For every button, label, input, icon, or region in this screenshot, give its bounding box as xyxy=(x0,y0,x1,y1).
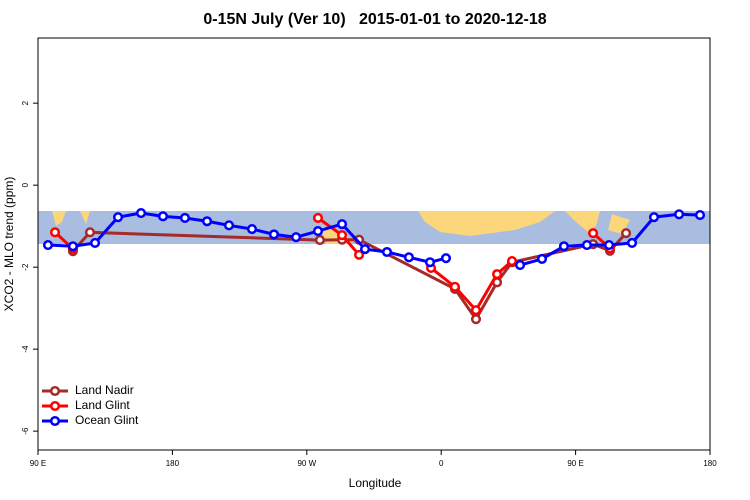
y-tick-label: -4 xyxy=(21,345,30,353)
map-strip xyxy=(38,211,710,244)
point xyxy=(135,207,147,219)
plot-frame xyxy=(37,37,711,451)
y-tick-label: 2 xyxy=(21,100,30,105)
point xyxy=(626,237,638,249)
point xyxy=(246,223,258,235)
point xyxy=(359,244,371,255)
legend-marker xyxy=(49,400,61,412)
x-tick-label: 180 xyxy=(166,459,180,468)
y-tick-label: 0 xyxy=(21,182,30,187)
point xyxy=(49,227,61,238)
point xyxy=(157,211,169,222)
legend-label: Land Nadir xyxy=(75,383,134,397)
point xyxy=(201,216,213,227)
point xyxy=(42,239,54,251)
point xyxy=(179,212,190,224)
point xyxy=(336,219,348,230)
point xyxy=(514,260,526,271)
point xyxy=(449,281,460,292)
point xyxy=(268,229,279,240)
chart-title: 0-15N July (Ver 10) 2015-01-01 to 2020-1… xyxy=(203,11,546,28)
point xyxy=(354,249,365,260)
point xyxy=(112,212,124,223)
legend-label: Ocean Glint xyxy=(75,413,139,427)
point xyxy=(536,253,548,265)
x-tick-label: 90 E xyxy=(30,459,46,468)
point xyxy=(312,212,324,224)
point xyxy=(84,227,96,238)
legend-label: Land Glint xyxy=(75,398,130,412)
y-tick-label: -2 xyxy=(21,263,30,271)
y-axis-label: XCO2 - MLO trend (ppm) xyxy=(2,177,16,312)
point xyxy=(223,220,235,231)
x-tick-label: 90 E xyxy=(567,459,583,468)
x-tick-label: 90 W xyxy=(297,459,316,468)
x-tick-label: 0 xyxy=(439,459,444,468)
point xyxy=(381,246,393,258)
point xyxy=(336,230,348,241)
x-axis-label: Longitude xyxy=(349,476,402,490)
legend-marker xyxy=(49,415,61,427)
point xyxy=(621,228,632,239)
point xyxy=(581,239,592,251)
point xyxy=(588,228,599,239)
point xyxy=(312,226,324,237)
y-tick-label: -6 xyxy=(21,427,30,435)
point xyxy=(290,232,302,243)
point xyxy=(403,252,414,263)
point xyxy=(674,209,685,220)
point xyxy=(604,239,615,251)
point xyxy=(558,241,570,252)
point xyxy=(67,241,78,252)
point xyxy=(314,235,325,246)
point xyxy=(440,253,452,264)
point xyxy=(470,305,482,316)
point xyxy=(89,237,101,249)
point xyxy=(506,255,518,267)
legend-marker xyxy=(49,385,61,397)
x-tick-label: 180 xyxy=(703,459,717,468)
point xyxy=(648,212,660,223)
point xyxy=(492,269,503,280)
point xyxy=(694,210,706,221)
point xyxy=(424,257,436,268)
point xyxy=(470,314,482,325)
